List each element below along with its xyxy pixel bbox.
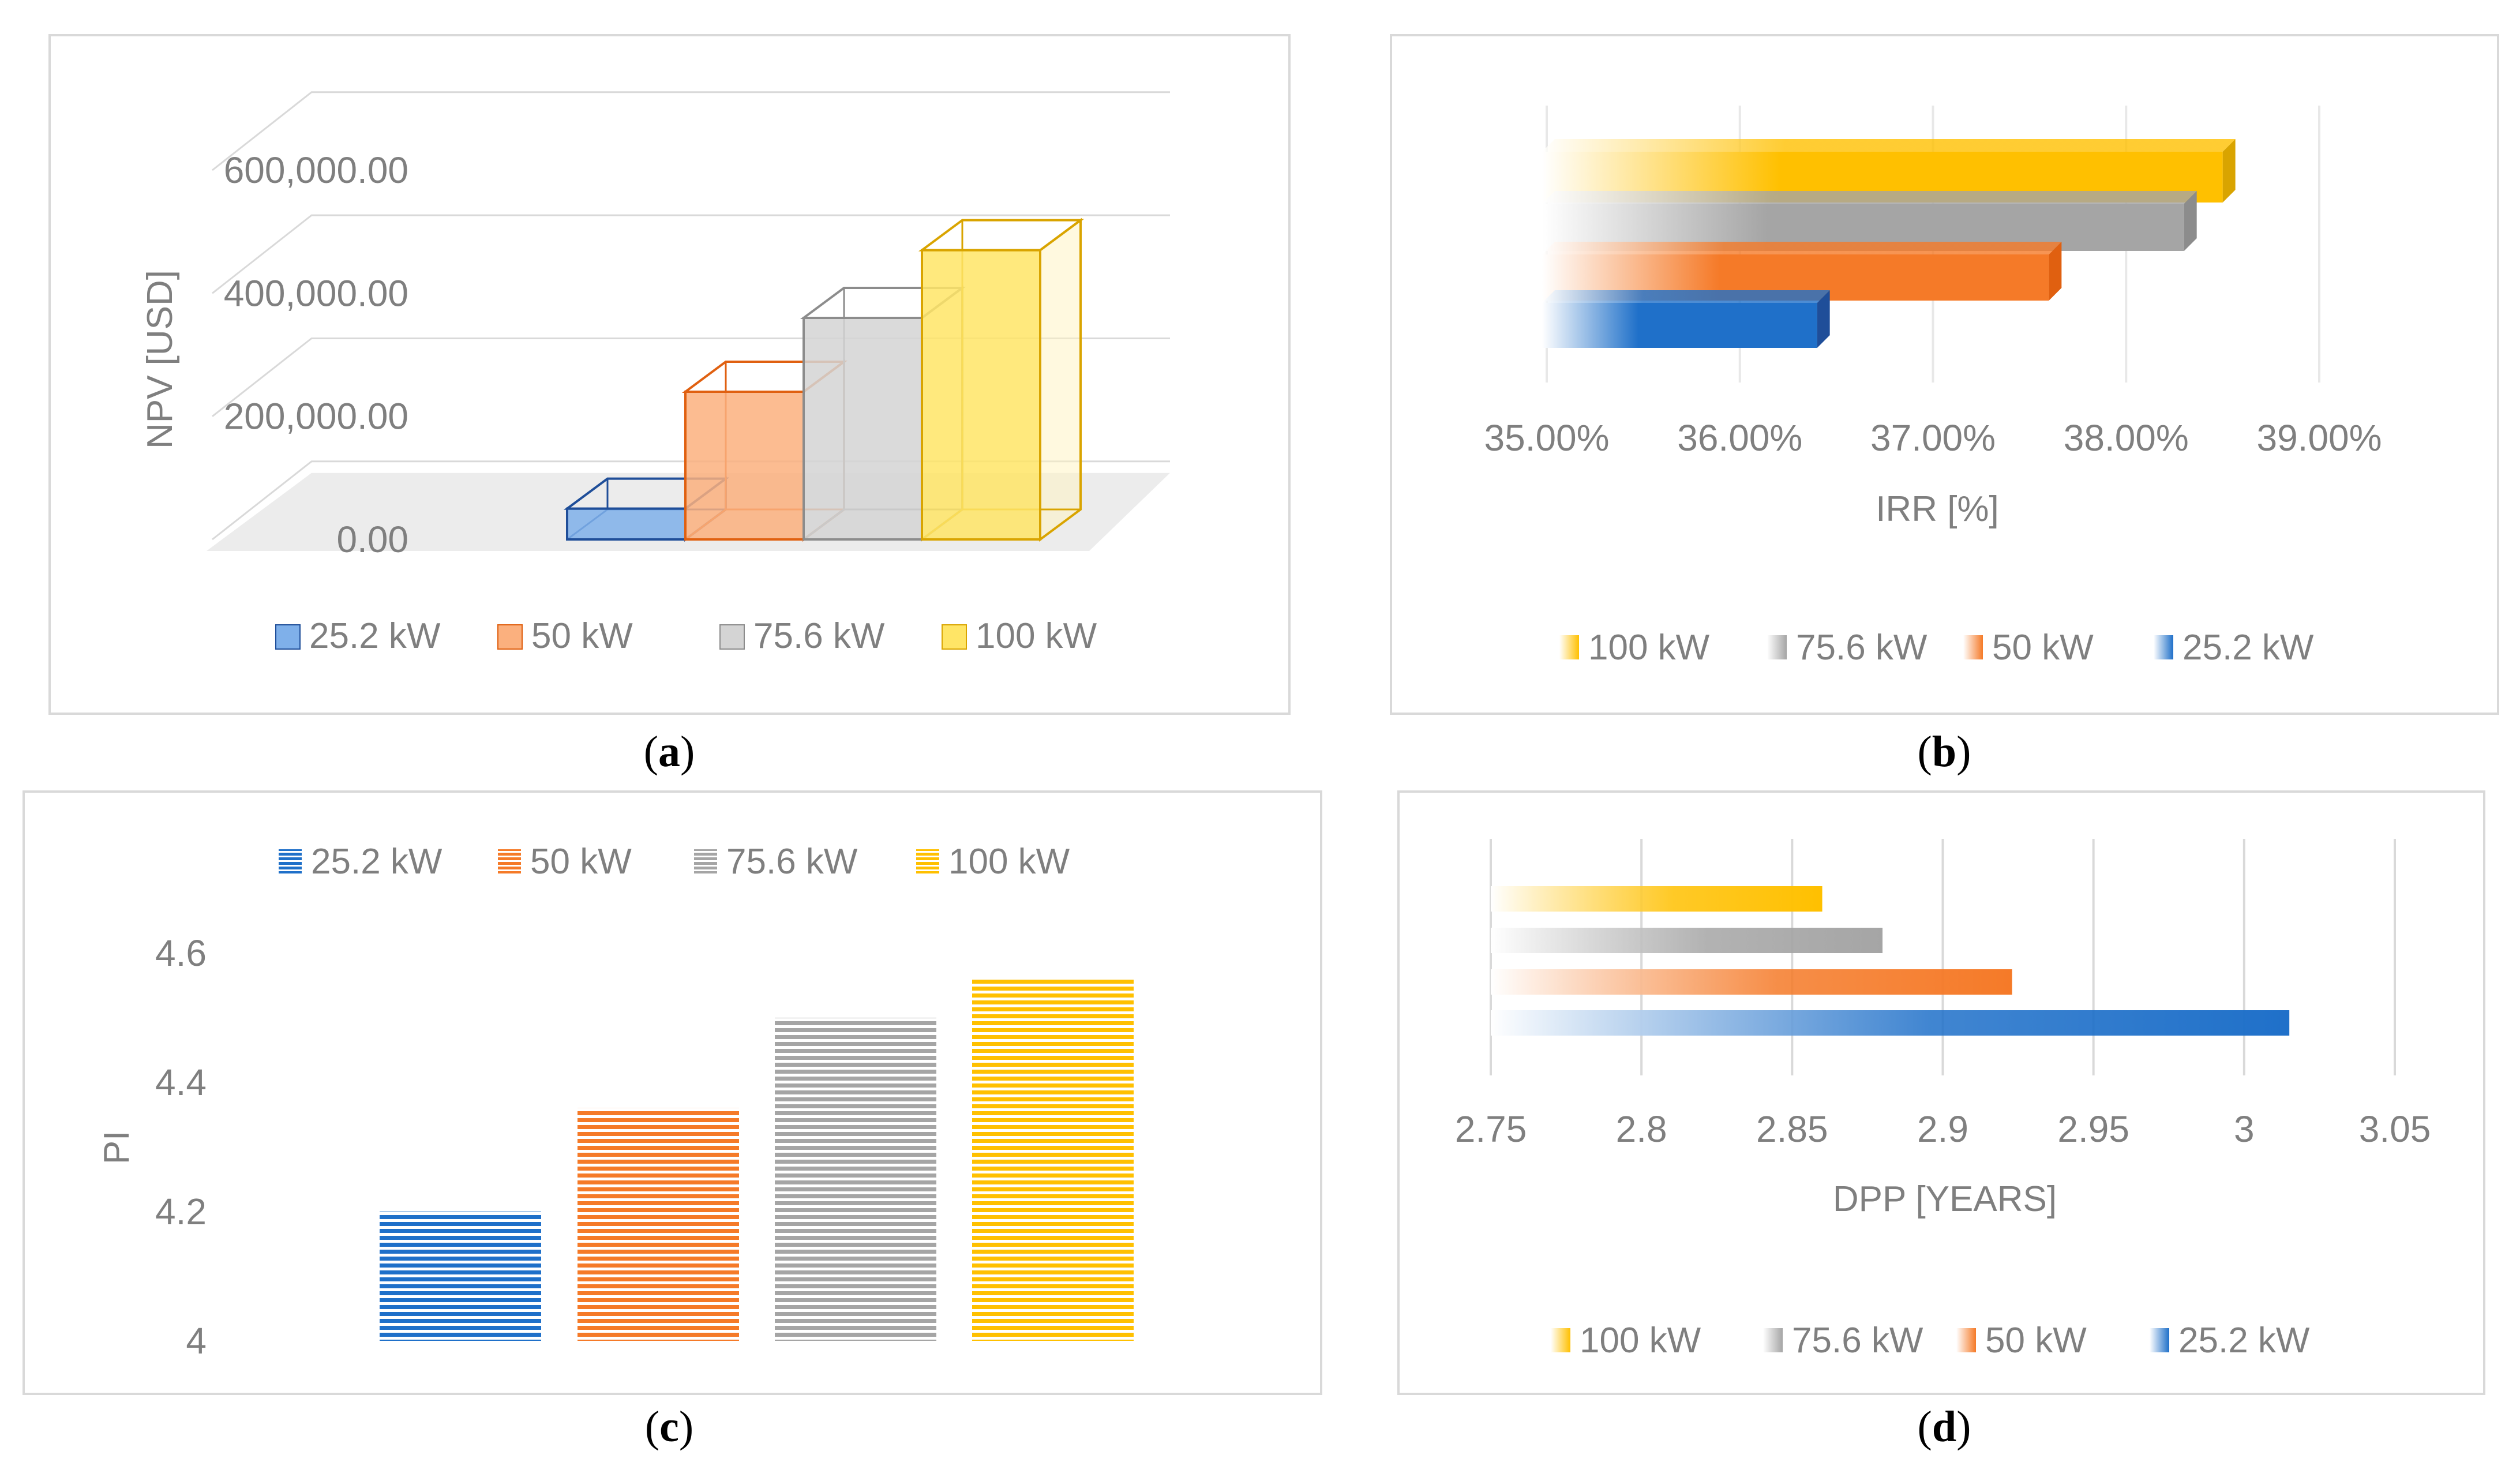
bar-100-kw <box>972 978 1134 1341</box>
legend-label: 75.6 kW <box>1792 1321 1923 1360</box>
bar-75-6-kw <box>800 286 966 542</box>
legend-label: 75.6 kW <box>753 616 885 656</box>
gridline-3 <box>212 91 1170 171</box>
x-tick-label: 2.85 <box>1756 1108 1828 1150</box>
bar-100-kw <box>918 218 1085 542</box>
legend-label: 75.6 kW <box>1796 628 1927 668</box>
bar-25-2-kw <box>1491 1010 2290 1036</box>
dpp-horizontal-bar-chart: 2.75 2.8 2.85 2.9 2.95 3 3.05 DPP [YEARS] 100 kW… <box>1455 839 2431 1360</box>
x-tick-label: 3.05 <box>2359 1108 2431 1150</box>
legend-item-25-2-kw: 25.2 kW <box>275 616 441 656</box>
bar-75-6-kw <box>1491 928 1883 953</box>
caption-a: (a) <box>643 728 695 776</box>
legend-item-25-2-kw: 25.2 kW <box>279 842 442 882</box>
x-tick-label: 38.00% <box>2064 417 2189 459</box>
legend-label: 75.6 kW <box>726 842 858 882</box>
bar-100-kw <box>1491 886 1822 912</box>
legend-item-100-kw: 100 kW <box>1559 628 1710 668</box>
bar-50-kw <box>578 1108 739 1341</box>
bar-75-6-kw <box>775 1018 936 1341</box>
legend-item-75-6-kw: 75.6 kW <box>1767 628 1927 668</box>
legend-item-25-2-kw: 25.2 kW <box>2150 1321 2310 1360</box>
caption-b: (b) <box>1917 728 1971 776</box>
x-tick-label: 39.00% <box>2256 417 2382 459</box>
bar-50-kw <box>1491 969 2012 995</box>
x-tick-label: 36.00% <box>1677 417 1802 459</box>
pi-column-chart: 4 4.2 4.4 4.6 PI 25.2 kW 50 kW 75.6 kW 100 kW <box>97 842 1134 1362</box>
gridline-2 <box>212 214 1170 294</box>
legend-label: 50 kW <box>1992 628 2094 668</box>
x-tick-label: 37.00% <box>1870 417 1996 459</box>
y-axis-label: NPV [USD] <box>140 270 180 449</box>
npv-3d-column-chart: 0.00 200,000.00 400,000.00 600,000.00 NPV [U… <box>140 91 1170 656</box>
irr-horizontal-bar-chart: 35.00% 36.00% 37.00% 38.00% 39.00% IRR [%] 100… <box>1484 106 2382 668</box>
x-tick-label: 2.95 <box>2057 1108 2129 1150</box>
legend-label: 50 kW <box>1985 1321 2087 1360</box>
x-tick-label: 35.00% <box>1484 417 1609 459</box>
y-tick-label: 4.2 <box>155 1191 207 1232</box>
legend-label: 25.2 kW <box>311 842 442 882</box>
bar-25-2-kw <box>380 1212 541 1341</box>
y-tick-label: 0.00 <box>336 519 408 560</box>
legend-item-75-6-kw: 75.6 kW <box>1763 1321 1923 1360</box>
caption-d: (d) <box>1917 1403 1971 1451</box>
x-tick-label: 3 <box>2234 1108 2255 1150</box>
legend-item-100-kw: 100 kW <box>916 842 1070 882</box>
legend-item-25-2-kw: 25.2 kW <box>2154 628 2314 668</box>
x-tick-label: 2.75 <box>1455 1108 1527 1150</box>
legend-label: 50 kW <box>530 842 632 882</box>
y-tick-label: 4.4 <box>155 1062 207 1103</box>
legend-label: 100 kW <box>1588 628 1710 668</box>
y-axis-label: PI <box>97 1131 137 1165</box>
x-tick-label: 2.8 <box>1616 1108 1667 1150</box>
x-axis-label: DPP [YEARS] <box>1833 1179 2057 1219</box>
chart-panel-irr: 35.00% 36.00% 37.00% 38.00% 39.00% IRR [%] 100… <box>1390 34 2499 715</box>
legend-item-75-6-kw: 75.6 kW <box>694 842 858 882</box>
legend-label: 100 kW <box>948 842 1070 882</box>
legend-item-75-6-kw: 75.6 kW <box>719 616 885 656</box>
legend-item-50-kw: 50 kW <box>1963 628 2094 668</box>
legend-item-100-kw: 100 kW <box>1551 1321 1701 1360</box>
legend-item-50-kw: 50 kW <box>1956 1321 2087 1360</box>
bar-25-2-kw <box>1542 290 1830 348</box>
y-tick-label: 4 <box>186 1320 207 1362</box>
legend-label: 25.2 kW <box>2178 1321 2310 1360</box>
y-tick-label: 400,000.00 <box>224 272 408 314</box>
legend-label: 25.2 kW <box>309 616 441 656</box>
chart-panel-npv: 0.00 200,000.00 400,000.00 600,000.00 NPV [U… <box>48 34 1291 715</box>
x-axis-label: IRR [%] <box>1876 489 1999 529</box>
caption-c: (c) <box>644 1403 694 1451</box>
legend-label: 100 kW <box>1580 1321 1701 1360</box>
legend-item-100-kw: 100 kW <box>942 616 1097 656</box>
y-tick-label: 4.6 <box>155 932 207 974</box>
legend-label: 50 kW <box>531 616 633 656</box>
chart-panel-dpp: 2.75 2.8 2.85 2.9 2.95 3 3.05 DPP [YEARS] 100 kW… <box>1397 790 2485 1395</box>
legend-item-50-kw: 50 kW <box>498 842 632 882</box>
legend-item-50-kw: 50 kW <box>497 616 633 656</box>
x-tick-label: 2.9 <box>1917 1108 1968 1150</box>
y-tick-label: 200,000.00 <box>224 396 408 437</box>
bar-25-2-kw <box>563 476 730 542</box>
legend-label: 100 kW <box>976 616 1097 656</box>
chart-panel-pi: 4 4.2 4.4 4.6 PI 25.2 kW 50 kW 75.6 kW 100 kW <box>22 790 1322 1395</box>
y-tick-label: 600,000.00 <box>224 149 408 191</box>
legend-label: 25.2 kW <box>2182 628 2314 668</box>
